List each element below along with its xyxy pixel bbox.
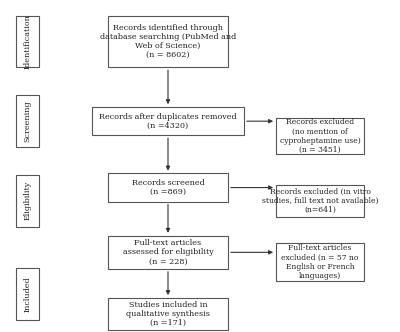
Text: Full-text articles
assessed for eligibility
(n = 228): Full-text articles assessed for eligibil… [123,239,213,266]
Text: Included: Included [23,276,31,312]
FancyBboxPatch shape [276,243,364,282]
Text: Screening: Screening [23,100,31,142]
Text: Records identified through
database searching (PubMed and
Web of Science)
(n = 8: Records identified through database sear… [100,24,236,59]
Text: Studies included in
qualitative synthesis
(n =171): Studies included in qualitative synthesi… [126,300,210,327]
FancyBboxPatch shape [276,185,364,216]
FancyBboxPatch shape [16,16,39,67]
FancyBboxPatch shape [16,175,39,226]
FancyBboxPatch shape [276,118,364,154]
Text: Records excluded (in vitro
studies, full text not available)
(n=641): Records excluded (in vitro studies, full… [262,188,378,214]
FancyBboxPatch shape [92,107,244,135]
FancyBboxPatch shape [16,268,39,319]
FancyBboxPatch shape [108,16,228,67]
Text: Records after duplicates removed
(n =4320): Records after duplicates removed (n =432… [99,113,237,130]
Text: Records excluded
(no mention of
cyproheptamine use)
(n = 3451): Records excluded (no mention of cyprohep… [280,118,360,154]
FancyBboxPatch shape [108,298,228,329]
Text: Full-text articles
excluded (n = 57 no
English or French
languages): Full-text articles excluded (n = 57 no E… [281,244,359,280]
Text: Records screened
(n =869): Records screened (n =869) [132,179,204,196]
FancyBboxPatch shape [108,236,228,269]
FancyBboxPatch shape [16,96,39,147]
Text: Identification: Identification [23,14,31,69]
Text: Eligibility: Eligibility [23,181,31,220]
FancyBboxPatch shape [108,173,228,202]
